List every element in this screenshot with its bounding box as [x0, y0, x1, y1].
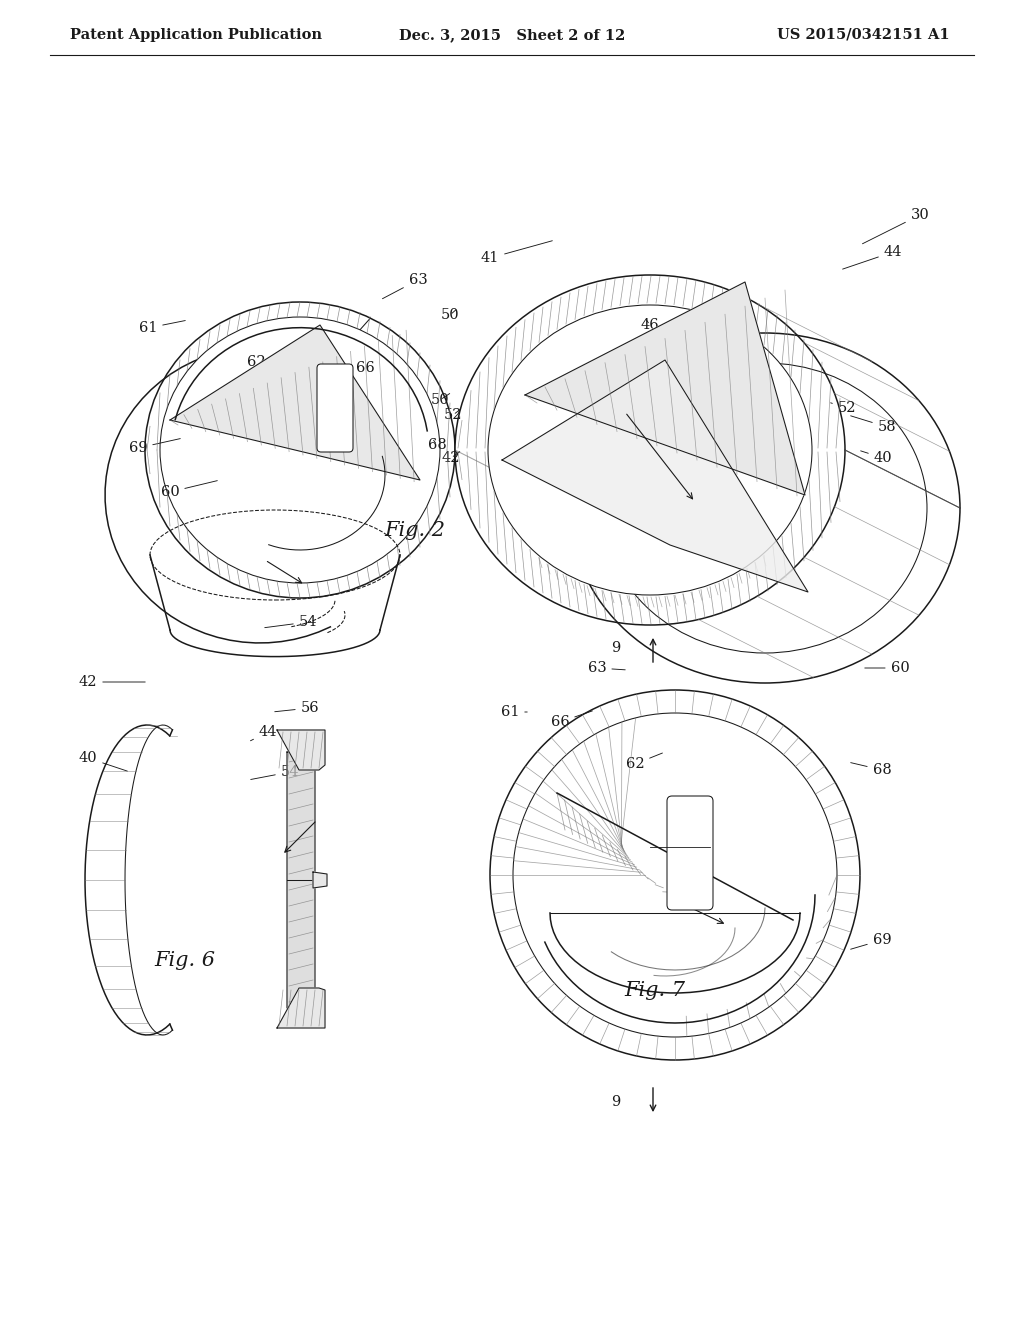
Text: 42: 42: [79, 675, 145, 689]
Polygon shape: [502, 360, 808, 591]
Text: 41: 41: [481, 240, 552, 265]
FancyBboxPatch shape: [667, 796, 713, 909]
Text: 42: 42: [441, 451, 460, 465]
Polygon shape: [170, 325, 420, 480]
Text: 52: 52: [443, 408, 462, 422]
Text: 60: 60: [161, 480, 217, 499]
Text: 54: 54: [251, 766, 299, 780]
Text: 61: 61: [501, 705, 527, 719]
Text: 30: 30: [862, 209, 930, 244]
Text: 9: 9: [610, 642, 620, 655]
Ellipse shape: [455, 275, 845, 624]
Text: 44: 44: [843, 246, 902, 269]
Text: 48: 48: [713, 453, 739, 467]
Text: Dec. 3, 2015   Sheet 2 of 12: Dec. 3, 2015 Sheet 2 of 12: [398, 28, 626, 42]
Text: 54: 54: [265, 615, 317, 630]
Text: 40: 40: [860, 451, 892, 465]
Text: 68: 68: [428, 438, 446, 451]
Ellipse shape: [513, 713, 837, 1038]
Ellipse shape: [490, 690, 860, 1060]
Text: 60: 60: [865, 661, 909, 675]
Text: 56: 56: [274, 701, 319, 715]
Text: 9: 9: [610, 1096, 620, 1109]
Polygon shape: [278, 987, 325, 1028]
Text: 69: 69: [851, 933, 891, 949]
Text: Fig. 6: Fig. 6: [155, 950, 215, 969]
Text: 52: 52: [830, 401, 856, 414]
Polygon shape: [525, 282, 805, 495]
Text: 46: 46: [641, 318, 659, 333]
Polygon shape: [313, 873, 327, 888]
Text: 63: 63: [588, 661, 626, 675]
Text: 50: 50: [440, 308, 460, 322]
Polygon shape: [278, 730, 325, 770]
Text: 61: 61: [138, 321, 185, 335]
Text: 62: 62: [626, 752, 663, 771]
Text: Fig. 7: Fig. 7: [625, 981, 685, 999]
Text: Fig. 2: Fig. 2: [384, 520, 445, 540]
Text: 69: 69: [129, 438, 180, 455]
Text: 63: 63: [382, 273, 427, 298]
Ellipse shape: [488, 305, 812, 595]
Text: 66: 66: [551, 711, 592, 729]
Text: 68: 68: [851, 763, 891, 777]
Text: 66: 66: [333, 360, 375, 375]
Text: 58: 58: [851, 416, 896, 434]
Text: 40: 40: [79, 751, 127, 771]
Text: US 2015/0342151 A1: US 2015/0342151 A1: [777, 28, 950, 42]
Text: 62: 62: [247, 355, 305, 370]
Polygon shape: [287, 752, 315, 1008]
Text: 44: 44: [251, 725, 278, 741]
Ellipse shape: [145, 302, 455, 598]
Text: Patent Application Publication: Patent Application Publication: [70, 28, 322, 42]
Text: 50: 50: [431, 393, 450, 407]
Ellipse shape: [160, 317, 440, 583]
FancyBboxPatch shape: [317, 364, 353, 451]
